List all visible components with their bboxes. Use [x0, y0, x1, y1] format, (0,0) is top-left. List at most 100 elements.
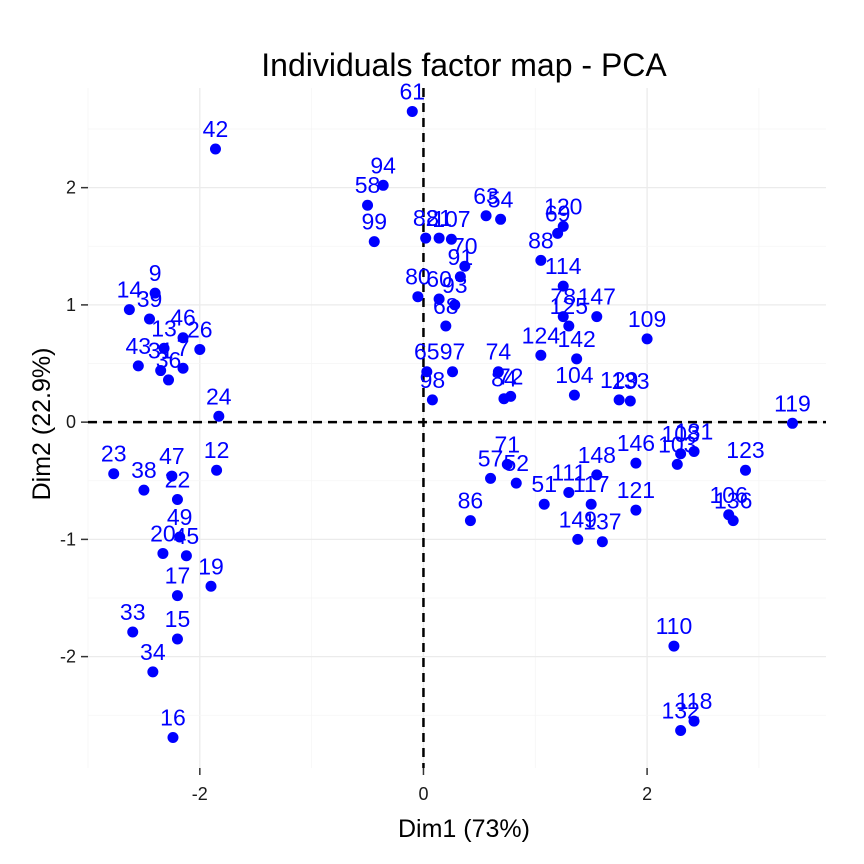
x-tick-label: 0: [418, 784, 428, 804]
point-label: 65: [414, 339, 440, 365]
point-label: 124: [522, 322, 561, 348]
point-label: 60: [426, 266, 452, 292]
scatter-point: [194, 343, 206, 355]
point-label: 110: [656, 613, 693, 639]
scatter-point: [535, 349, 547, 361]
point-label: 33: [120, 599, 146, 625]
scatter-point: [552, 227, 564, 239]
scatter-point: [108, 468, 120, 480]
x-axis-label: Dim1 (73%): [398, 815, 530, 843]
scatter-point: [166, 470, 178, 482]
point-label: 14: [117, 277, 143, 303]
scatter-point: [174, 531, 186, 543]
scatter-point: [147, 666, 159, 678]
scatter-point: [492, 366, 504, 378]
scatter-point: [211, 464, 223, 476]
scatter-point: [596, 536, 608, 548]
scatter-point: [630, 457, 642, 469]
scatter-point: [459, 260, 471, 272]
point-label: 146: [617, 430, 655, 456]
scatter-point: [213, 410, 225, 422]
point-label: 121: [617, 477, 655, 503]
scatter-point: [205, 580, 217, 592]
scatter-point: [613, 394, 625, 406]
point-label: 31: [148, 338, 174, 364]
point-label: 131: [675, 418, 713, 444]
scatter-point: [426, 394, 438, 406]
point-label: 86: [458, 488, 484, 514]
scatter-point: [412, 291, 424, 303]
point-label: 88: [528, 227, 554, 253]
point-label: 93: [442, 272, 468, 298]
scatter-point: [510, 477, 522, 489]
scatter-point: [127, 626, 139, 638]
scatter-point: [180, 550, 192, 562]
scatter-point: [209, 143, 221, 155]
point-label: 61: [399, 78, 425, 104]
scatter-point: [501, 458, 513, 470]
point-label: 103: [658, 431, 696, 457]
scatter-point: [433, 293, 445, 305]
point-label: 114: [545, 253, 582, 279]
point-label: 38: [131, 457, 157, 483]
point-label: 82: [413, 205, 439, 231]
point-label: 108: [661, 421, 699, 447]
point-label: 57: [478, 445, 504, 471]
point-label: 125: [550, 293, 588, 319]
point-label: 69: [545, 200, 571, 226]
scatter-point: [177, 332, 189, 344]
scatter-point: [445, 233, 457, 245]
point-label: 9: [149, 260, 162, 286]
scatter-point: [377, 179, 389, 191]
y-tick-label: 2: [66, 178, 76, 198]
point-label: 52: [503, 450, 529, 476]
scatter-point: [671, 458, 683, 470]
scatter-point: [449, 299, 461, 311]
scatter-point: [454, 271, 466, 283]
scatter-point: [591, 469, 603, 481]
scatter-point: [171, 590, 183, 602]
point-label: 97: [440, 339, 466, 365]
scatter-point: [572, 533, 584, 545]
scatter-point: [538, 498, 550, 510]
point-label: 71: [495, 431, 521, 457]
point-label: 68: [433, 293, 459, 319]
scatter-point: [362, 199, 374, 211]
point-label: 34: [140, 639, 166, 665]
scatter-point: [171, 633, 183, 645]
scatter-point: [155, 365, 167, 377]
point-label: 129: [600, 367, 638, 393]
point-label: 15: [165, 606, 191, 632]
point-label: 94: [370, 152, 396, 178]
point-label: 42: [203, 116, 229, 142]
scatter-point: [786, 417, 798, 429]
point-label: 148: [578, 442, 616, 468]
point-label: 78: [550, 284, 576, 310]
point-label: 16: [160, 705, 186, 731]
scatter-point: [420, 232, 432, 244]
scatter-point: [433, 232, 445, 244]
scatter-point: [568, 389, 580, 401]
scatter-point: [495, 213, 507, 225]
scatter-point: [557, 311, 569, 323]
point-label: 117: [573, 471, 610, 497]
scatter-point: [144, 313, 155, 325]
point-label: 132: [661, 697, 699, 723]
point-label: 147: [578, 284, 616, 310]
scatter-point: [480, 210, 492, 222]
scatter-point: [440, 320, 452, 332]
scatter-point: [688, 445, 700, 457]
grid-layer: [87, 88, 826, 768]
scatter-point: [421, 366, 433, 378]
point-label: 106: [710, 482, 748, 508]
point-label: 84: [491, 366, 517, 392]
scatter-point: [149, 287, 161, 299]
scatter-point: [563, 486, 575, 498]
scatter-point: [163, 374, 175, 386]
scatter-point: [132, 360, 144, 372]
point-label: 7: [177, 335, 190, 361]
scatter-point: [123, 304, 135, 316]
